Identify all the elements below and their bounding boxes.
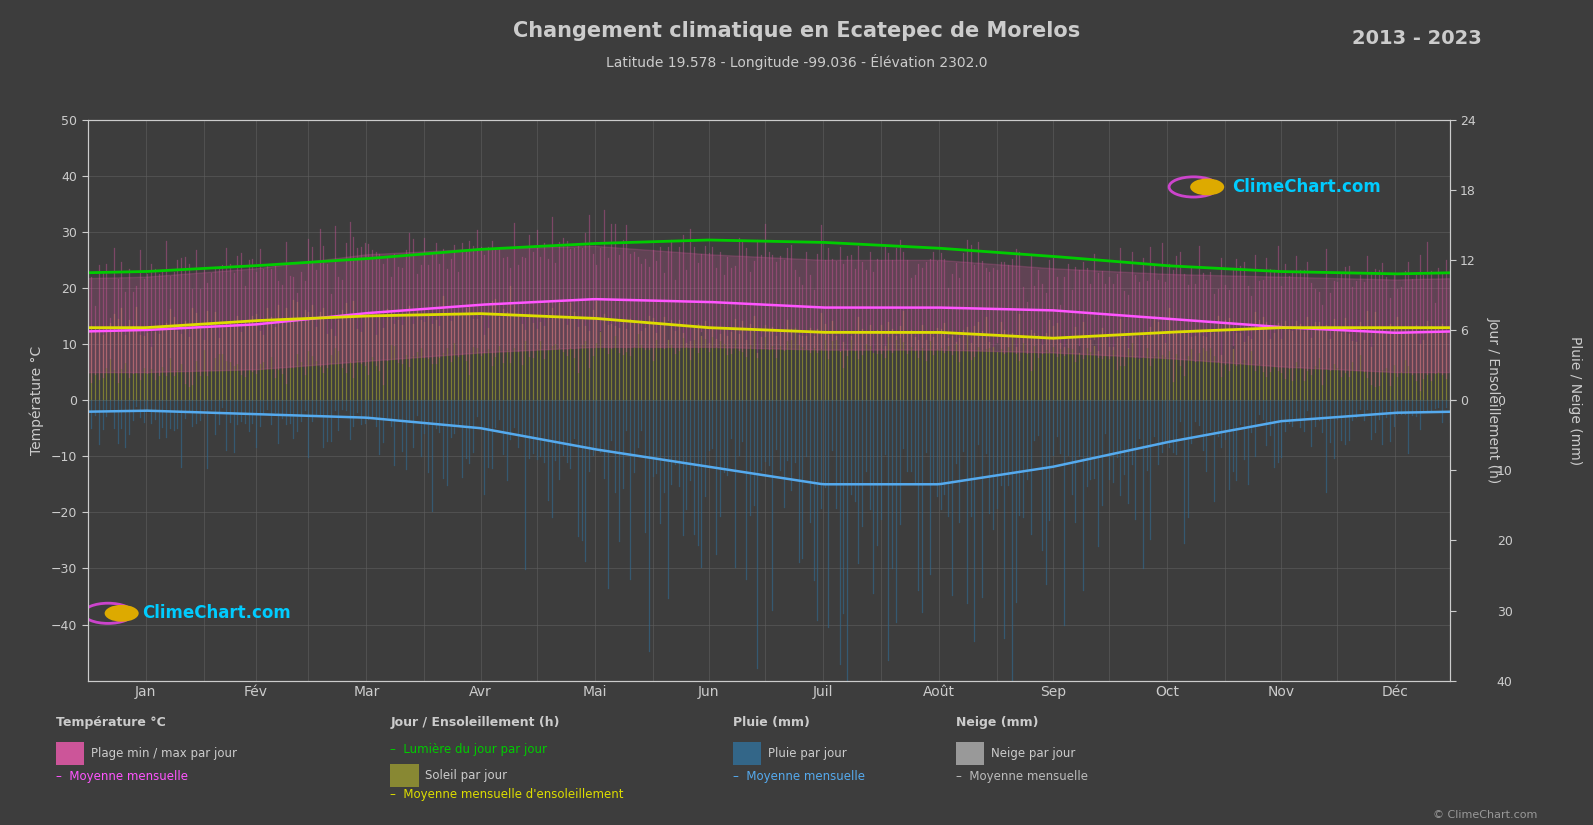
- Text: Pluie par jour: Pluie par jour: [768, 747, 846, 760]
- Y-axis label: Jour / Ensoleillement (h): Jour / Ensoleillement (h): [1486, 317, 1501, 483]
- Y-axis label: Température °C: Température °C: [29, 346, 45, 455]
- Text: Neige par jour: Neige par jour: [991, 747, 1075, 760]
- Ellipse shape: [1190, 178, 1223, 196]
- Text: Température °C: Température °C: [56, 716, 166, 729]
- Text: Changement climatique en Ecatepec de Morelos: Changement climatique en Ecatepec de Mor…: [513, 21, 1080, 40]
- Ellipse shape: [105, 605, 139, 622]
- Y-axis label: Pluie / Neige (mm): Pluie / Neige (mm): [1568, 336, 1582, 464]
- Text: –  Moyenne mensuelle: – Moyenne mensuelle: [56, 770, 188, 783]
- Text: 2013 - 2023: 2013 - 2023: [1352, 29, 1481, 48]
- Text: Jour / Ensoleillement (h): Jour / Ensoleillement (h): [390, 716, 559, 729]
- Text: © ClimeChart.com: © ClimeChart.com: [1432, 810, 1537, 820]
- Text: Pluie (mm): Pluie (mm): [733, 716, 809, 729]
- Text: Neige (mm): Neige (mm): [956, 716, 1039, 729]
- Text: –  Moyenne mensuelle: – Moyenne mensuelle: [956, 770, 1088, 783]
- Text: –  Moyenne mensuelle d'ensoleillement: – Moyenne mensuelle d'ensoleillement: [390, 788, 624, 801]
- Text: ClimeChart.com: ClimeChart.com: [142, 604, 292, 622]
- Text: Plage min / max par jour: Plage min / max par jour: [91, 747, 237, 760]
- Text: Latitude 19.578 - Longitude -99.036 - Élévation 2302.0: Latitude 19.578 - Longitude -99.036 - Él…: [605, 54, 988, 69]
- Text: ClimeChart.com: ClimeChart.com: [1231, 178, 1381, 196]
- Text: –  Moyenne mensuelle: – Moyenne mensuelle: [733, 770, 865, 783]
- Text: –  Lumière du jour par jour: – Lumière du jour par jour: [390, 743, 548, 757]
- Text: Soleil par jour: Soleil par jour: [425, 769, 508, 782]
